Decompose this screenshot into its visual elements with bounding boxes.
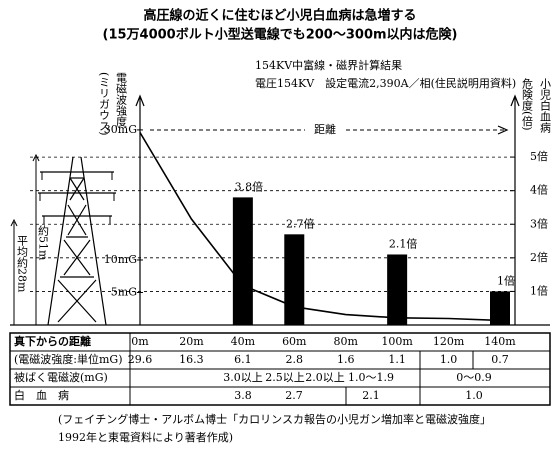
cell: 60m <box>282 335 307 348</box>
cell: 6.1 <box>234 353 252 366</box>
footnote: (フェイチング博士・アルボム博士「カロリンスカ報告の小児ガン増加率と電磁波強度」 <box>58 412 491 426</box>
cell: 1.1 <box>388 353 406 366</box>
cell: 2.1 <box>362 389 380 402</box>
row-label: 被ばく電磁波(mG) <box>14 371 108 384</box>
value-label: 3.8倍 <box>235 179 264 193</box>
cell: 100m <box>381 335 413 348</box>
x-axis-label: 距離 <box>314 122 336 136</box>
note: 154KV中富線・磁界計算結果 <box>255 58 402 72</box>
height-marker <box>10 153 40 325</box>
cell: 0〜0.9 <box>456 371 492 384</box>
row-label: (電磁波強度:単位mG) <box>14 352 123 366</box>
chart-title: 高圧線の近くに住むほど小児白血病は急増する <box>143 8 416 24</box>
cell: 120m <box>433 335 465 348</box>
cell: 1.6 <box>337 353 355 366</box>
footnote: 1992年と東電資料により著者作成) <box>58 430 233 444</box>
note: 電圧154KV 設定電流2,390A／相(住民説明用資料) <box>255 76 516 90</box>
cell: 29.6 <box>128 353 153 366</box>
bar <box>232 197 253 325</box>
y-tick-label: 5倍 <box>530 149 548 163</box>
row-label: 真下からの距離 <box>14 334 91 348</box>
cell: 0.7 <box>491 353 509 366</box>
cell: 140m <box>484 335 516 348</box>
y2-tick-label: 10mG <box>104 253 137 266</box>
cell: 3.8 <box>234 389 252 402</box>
height-label: 平均約28m <box>16 235 29 293</box>
cell: 1.0 <box>465 389 483 402</box>
bar <box>490 291 510 325</box>
height-label: 約51m <box>37 224 50 261</box>
value-label: 2.1倍 <box>389 236 418 250</box>
tower <box>38 156 116 326</box>
y2-axis-label: 電磁波強度 <box>115 72 128 128</box>
y-tick-label: 3倍 <box>530 216 548 230</box>
cell: 1.0〜1.9 <box>348 371 394 384</box>
cell: 2.7 <box>285 389 303 402</box>
label-bg <box>305 121 345 139</box>
field-curve <box>139 132 501 322</box>
cell: 3.0以上 <box>223 371 263 384</box>
y-tick-label: 2倍 <box>530 250 548 264</box>
y2-tick-label: 5mG <box>111 285 137 298</box>
cell: 2.0以上 <box>305 371 345 384</box>
cell: 1.0 <box>440 353 458 366</box>
cell: 80m <box>333 335 358 348</box>
bar <box>284 234 305 325</box>
cell: 2.5以上 <box>265 371 305 384</box>
cell: 0m <box>131 335 149 348</box>
cell: 40m <box>231 335 256 348</box>
y-axis-label: 危険度(倍) <box>521 78 534 131</box>
row-label: 白 血 病 <box>14 388 69 402</box>
bar <box>387 254 408 325</box>
chart-subtitle: (15万4000ボルト小型送電線でも200〜300m以内は危険) <box>103 27 458 43</box>
cell: 20m <box>179 335 204 348</box>
value-label: 1倍 <box>497 273 515 287</box>
value-label: 2.7倍 <box>286 216 315 230</box>
y-tick-label: 1倍 <box>530 283 548 297</box>
y-tick-label: 4倍 <box>530 183 548 197</box>
y-axis-label: 小児白血病 <box>539 78 552 134</box>
y2-axis-label: (ミリガウス) <box>98 72 111 136</box>
cell: 2.8 <box>286 353 304 366</box>
y2-tick-label: 30mG <box>104 123 137 136</box>
cell: 16.3 <box>179 353 204 366</box>
